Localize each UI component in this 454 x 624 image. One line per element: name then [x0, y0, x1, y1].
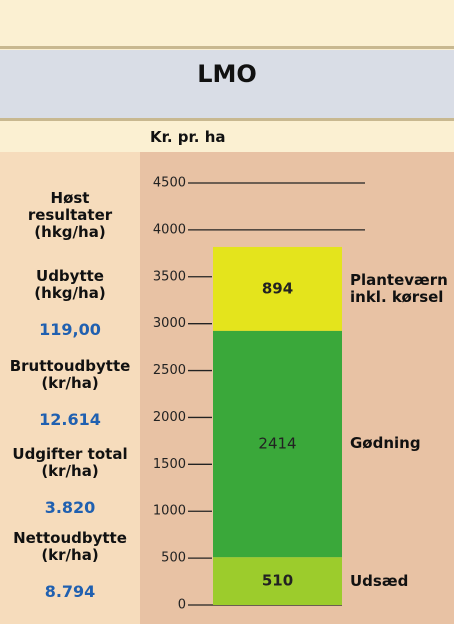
y-tick-label: 1000 — [153, 504, 186, 519]
stat-value: 12.614 — [39, 410, 101, 429]
divider — [0, 118, 454, 121]
stat-value: 3.820 — [44, 498, 96, 517]
y-tick-label: 3000 — [153, 316, 186, 331]
y-tick-label: 4500 — [153, 176, 186, 191]
stat-label: Bruttoudbytte (kr/ha) — [9, 357, 131, 392]
bar-segment — [213, 246, 342, 331]
legend-label: Planteværn inkl. kørsel — [350, 270, 448, 306]
y-tick-label: 3500 — [153, 269, 186, 284]
chart-title: LMO — [197, 60, 257, 88]
data-label: 510 — [262, 572, 293, 590]
stat-value: 119,00 — [39, 320, 101, 339]
y-tick-label: 1500 — [153, 457, 186, 472]
sidebar-panel — [0, 152, 140, 624]
data-label: 2414 — [258, 434, 296, 452]
sidebar-heading: Høst resultater (hkg/ha) — [27, 189, 113, 241]
stat-value: 8.794 — [44, 582, 96, 601]
stat-label: Nettoudbytte (kr/ha) — [13, 529, 127, 564]
legend-label: Udsæd — [350, 571, 409, 590]
y-tick-label: 2000 — [153, 410, 186, 425]
header-band — [0, 50, 454, 118]
stat-label: Udgifter total (kr/ha) — [12, 445, 128, 480]
y-tick-label: 0 — [178, 598, 186, 613]
y-axis-label: Kr. pr. ha — [150, 128, 226, 146]
y-tick-label: 500 — [161, 551, 186, 566]
data-label: 894 — [262, 279, 293, 297]
y-tick-label: 2500 — [153, 363, 186, 378]
divider — [0, 46, 454, 49]
bar-segment — [213, 330, 342, 558]
y-tick-label: 4000 — [153, 222, 186, 237]
legend-label: Gødning — [350, 434, 421, 453]
stat-label: Udbytte (hkg/ha) — [34, 267, 106, 302]
bar-segment — [213, 557, 342, 605]
